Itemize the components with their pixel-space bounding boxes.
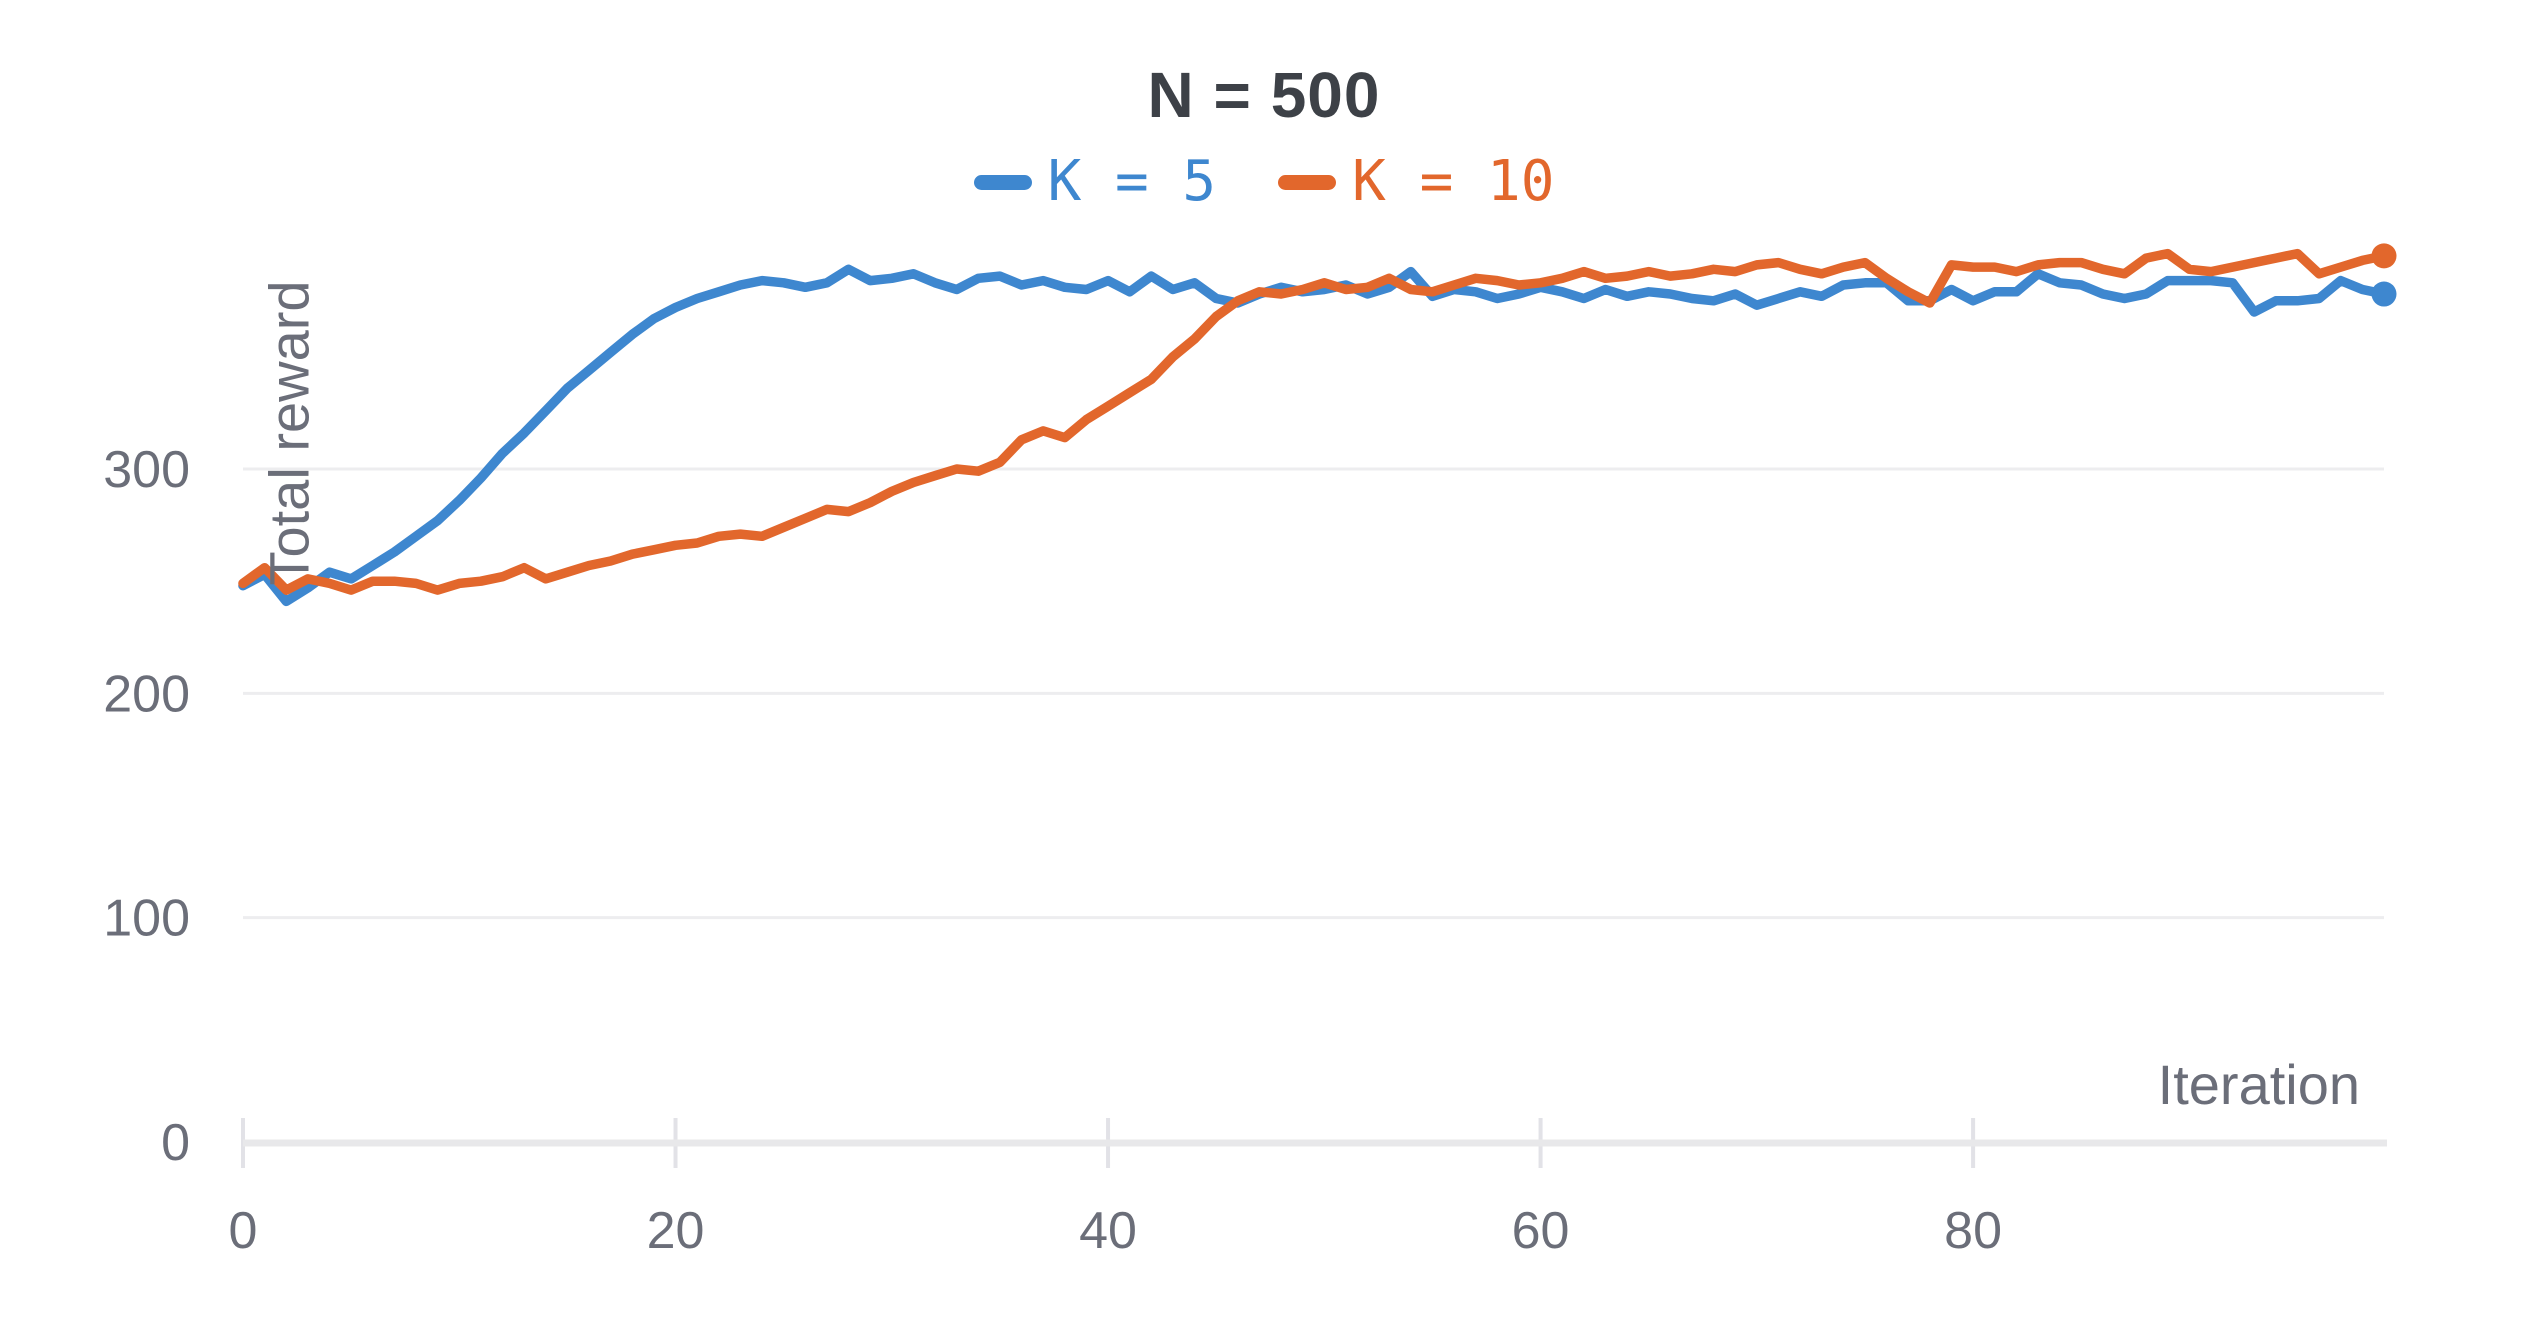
series-endpoint-k=10 xyxy=(2371,243,2397,269)
y-tick-label-100: 100 xyxy=(103,890,190,948)
tick-labels-layer: 0 100 200 300 0 20 40 60 80 xyxy=(103,441,2002,1260)
y-tick-label-0: 0 xyxy=(161,1114,190,1172)
y-tick-label-200: 200 xyxy=(103,665,190,723)
series-endpoint-k=5 xyxy=(2371,281,2397,307)
x-tick-label-20: 20 xyxy=(647,1202,705,1260)
y-tick-label-300: 300 xyxy=(103,441,190,499)
legend-item-k10: K = 10 xyxy=(1278,154,1554,210)
legend: K = 5 K = 10 xyxy=(0,154,2528,210)
legend-item-k5: K = 5 xyxy=(973,149,1217,214)
axis-layer xyxy=(241,1118,2387,1168)
gridlines-layer xyxy=(243,467,2384,920)
x-tick-label-80: 80 xyxy=(1944,1202,2002,1260)
x-tick-label-0: 0 xyxy=(229,1202,258,1260)
series-line-k=5 xyxy=(238,264,2389,607)
series-layer xyxy=(238,243,2397,607)
x-tick-label-60: 60 xyxy=(1512,1202,1570,1260)
legend-label-k10: K = 10 xyxy=(1352,149,1555,214)
legend-label-k5: K = 5 xyxy=(1047,149,1217,214)
legend-swatch-k5-icon xyxy=(973,174,1032,190)
chart-title: N = 500 xyxy=(1147,59,1381,131)
series-line-k=10 xyxy=(238,248,2389,595)
y-axis-title: Total reward xyxy=(257,280,321,586)
legend-swatch-k10-icon xyxy=(1278,174,1337,190)
x-tick-label-40: 40 xyxy=(1079,1202,1137,1260)
x-axis-title: Iteration xyxy=(2157,1053,2360,1116)
